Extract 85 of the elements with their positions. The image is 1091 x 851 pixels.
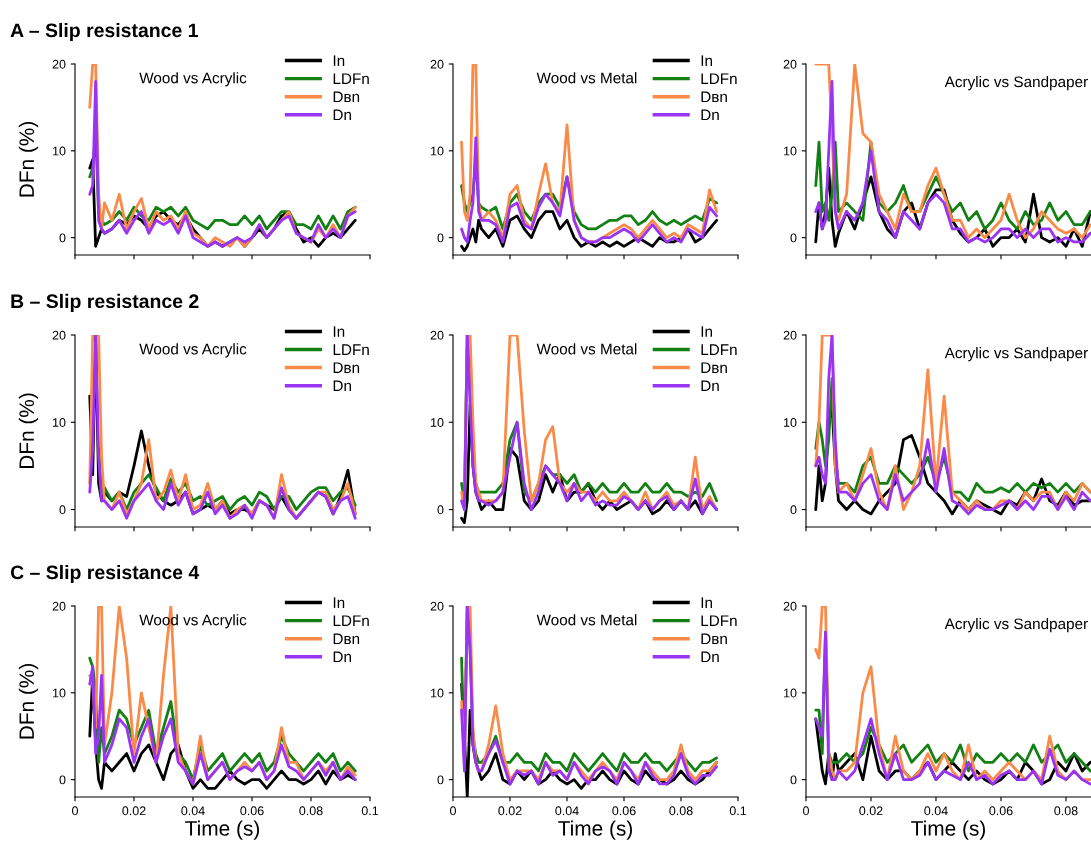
y-tick-label: 0 bbox=[790, 505, 797, 515]
y-axis-title: DFn (%) bbox=[18, 664, 39, 739]
x-tick-label: 0.04 bbox=[181, 806, 205, 816]
y-tick-label: 0 bbox=[59, 505, 66, 515]
annotation: Acrylic vs Sandpaper bbox=[944, 75, 1088, 91]
annotation: Wood vs Acrylic bbox=[139, 343, 247, 358]
y-tick-label: 0 bbox=[437, 505, 444, 515]
legend-label: Dʙn bbox=[333, 91, 360, 103]
y-tick-label: 0 bbox=[790, 233, 797, 243]
legend-label: In bbox=[701, 55, 712, 66]
y-tick-label: 20 bbox=[783, 59, 797, 69]
legend-label: Dʙn bbox=[333, 362, 360, 373]
legend-label: In bbox=[701, 326, 712, 337]
y-tick-label: 20 bbox=[430, 601, 444, 611]
y-tick-label: 20 bbox=[430, 330, 444, 340]
legend-label: Dn bbox=[701, 109, 719, 121]
annotation: Acrylic vs Sandpaper bbox=[944, 347, 1088, 362]
x-tick-label: 0.1 bbox=[729, 806, 747, 816]
y-tick-label: 10 bbox=[784, 146, 797, 156]
legend-label: In bbox=[333, 55, 345, 66]
y-axis-title: DFn (%) bbox=[18, 393, 39, 469]
legend-label: In bbox=[701, 597, 712, 608]
legend-label: LDFn bbox=[333, 73, 369, 84]
legend-label: Dʙn bbox=[701, 633, 727, 645]
x-tick-label: 0.02 bbox=[498, 806, 522, 816]
x-axis-title: Time (s) bbox=[185, 820, 260, 840]
annotation: Acrylic vs Sandpaper bbox=[944, 617, 1088, 633]
annotation: Wood vs Metal bbox=[536, 72, 637, 84]
annotation: Wood vs Metal bbox=[536, 343, 637, 355]
x-axis-title: Time (s) bbox=[558, 820, 633, 840]
legend-label: Dʙn bbox=[701, 91, 727, 103]
y-tick-label: 0 bbox=[59, 233, 66, 243]
x-tick-label: 0.02 bbox=[122, 806, 146, 816]
x-tick-label: 0.08 bbox=[1054, 806, 1078, 816]
x-tick-label: 0.06 bbox=[989, 806, 1013, 816]
x-tick-label: 0.08 bbox=[669, 806, 693, 816]
legend-label: Dn bbox=[333, 651, 351, 663]
y-tick-label: 20 bbox=[52, 330, 66, 340]
x-tick-label: 0.04 bbox=[924, 806, 948, 816]
legend-label: LDFn bbox=[701, 615, 737, 626]
legend-label: Dʙn bbox=[333, 633, 360, 645]
legend-label: LDFn bbox=[333, 615, 369, 626]
legend-label: Dn bbox=[333, 380, 351, 392]
legend-label: In bbox=[333, 326, 345, 337]
x-axis-title: Time (s) bbox=[911, 820, 986, 840]
x-tick-label: 0.06 bbox=[612, 806, 636, 816]
y-tick-label: 20 bbox=[52, 601, 66, 611]
x-tick-label: 0.02 bbox=[859, 806, 883, 816]
legend-label: LDFn bbox=[333, 344, 369, 355]
chart-title: C – Slip resistance 4 bbox=[10, 564, 200, 584]
legend-label: LDFn bbox=[701, 344, 737, 355]
y-tick-label: 20 bbox=[783, 601, 797, 611]
x-tick-label: 0.06 bbox=[240, 806, 264, 816]
x-tick-label: 0.1 bbox=[361, 806, 379, 816]
y-tick-label: 10 bbox=[53, 688, 66, 698]
y-tick-label: 20 bbox=[430, 59, 444, 69]
annotation: Wood vs Metal bbox=[536, 614, 637, 626]
y-tick-label: 0 bbox=[59, 775, 66, 785]
y-tick-label: 0 bbox=[790, 775, 797, 785]
y-tick-label: 10 bbox=[53, 418, 66, 427]
y-tick-label: 10 bbox=[784, 688, 797, 698]
y-tick-label: 0 bbox=[437, 775, 444, 785]
x-tick-label: 0 bbox=[450, 806, 456, 816]
y-axis-title: DFn (%) bbox=[18, 122, 39, 197]
x-tick-label: 0 bbox=[72, 806, 78, 816]
legend-label: In bbox=[333, 597, 345, 608]
y-tick-label: 0 bbox=[437, 233, 444, 243]
x-tick-label: 0 bbox=[803, 806, 809, 816]
chart-title: A – Slip resistance 1 bbox=[10, 22, 198, 42]
legend-label: LDFn bbox=[701, 73, 737, 84]
y-tick-label: 10 bbox=[431, 688, 444, 698]
x-tick-label: 0.08 bbox=[299, 806, 323, 816]
chart-title: B – Slip resistance 2 bbox=[11, 293, 199, 312]
x-tick-label: 0.04 bbox=[555, 806, 579, 816]
y-tick-label: 10 bbox=[431, 418, 444, 427]
legend-label: Dn bbox=[701, 651, 719, 663]
y-tick-label: 10 bbox=[431, 146, 444, 156]
y-tick-label: 20 bbox=[52, 59, 66, 69]
y-tick-label: 10 bbox=[784, 418, 797, 427]
legend-label: Dn bbox=[701, 380, 719, 392]
annotation: Wood vs Acrylic bbox=[139, 72, 247, 87]
legend-label: Dn bbox=[333, 109, 351, 121]
y-tick-label: 10 bbox=[53, 146, 66, 156]
y-tick-label: 20 bbox=[783, 330, 797, 340]
legend-label: Dʙn bbox=[701, 362, 727, 373]
